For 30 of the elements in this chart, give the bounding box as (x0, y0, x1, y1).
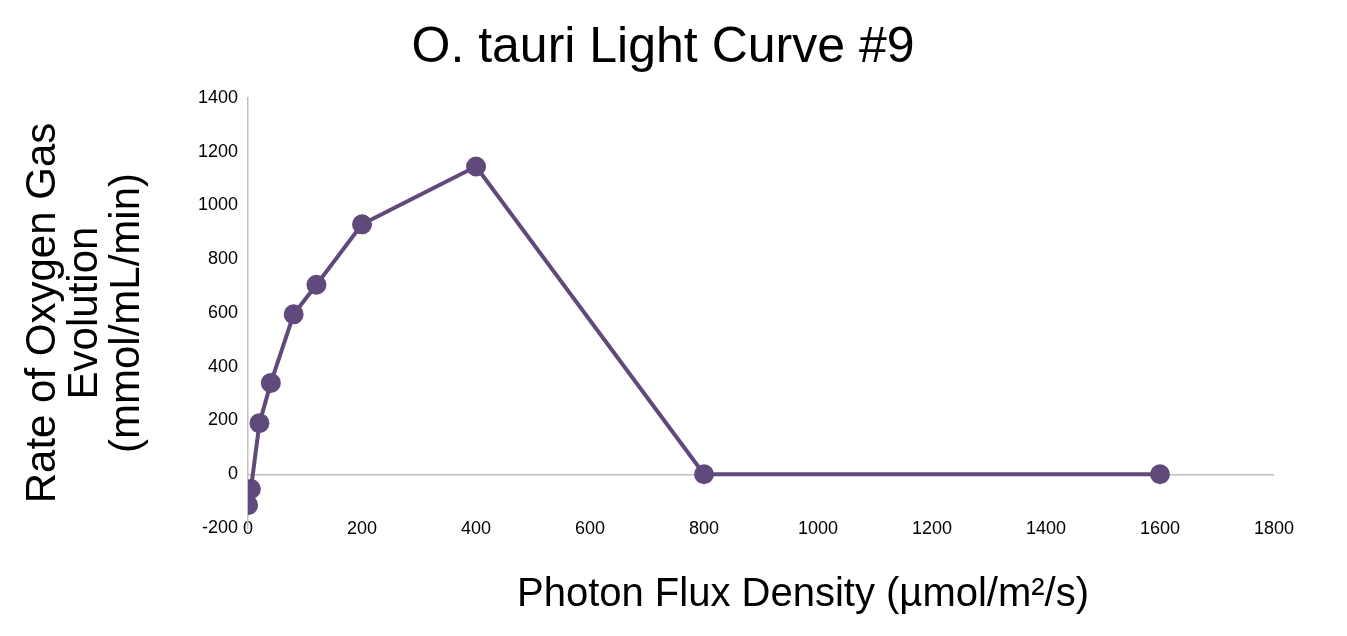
point (466, 156, 487, 177)
y-tick-label: 1400 (198, 86, 239, 107)
point (260, 372, 281, 393)
point (1149, 464, 1170, 485)
x-tick-label: 1600 (1139, 518, 1181, 539)
y-tick-label: 600 (208, 301, 239, 322)
point (694, 464, 715, 485)
chart-title: O. tauri Light Curve #9 (411, 16, 915, 73)
y-tick-label: 200 (208, 409, 239, 430)
y-tick-label: 1000 (198, 194, 239, 215)
x-tick-label: 400 (461, 518, 492, 539)
y-tick-label: -200 (202, 516, 239, 537)
y-tick-label: 1200 (198, 140, 239, 161)
x-tick-label: 0 (243, 518, 254, 539)
x-tick-label: 600 (575, 518, 606, 539)
point (249, 413, 270, 434)
x-tick-label: 1200 (911, 518, 953, 539)
x-tick-label: 1800 (1253, 518, 1294, 539)
y-tick-label: 800 (208, 248, 239, 269)
x-tick-label: 200 (347, 518, 378, 539)
point (352, 214, 373, 235)
y-tick-label: 0 (228, 463, 239, 484)
x-tick-label: 1400 (1025, 518, 1067, 539)
y-tick-label: 400 (208, 355, 239, 376)
x-tick-label: 800 (688, 518, 720, 539)
x-tick-label: 1000 (797, 518, 839, 539)
x-axis-title: Photon Flux Density (µmol/m²/s) (515, 569, 1091, 616)
point (283, 304, 304, 325)
point (306, 274, 327, 295)
y-axis-title: Rate of Oxygen Gas Evolution (mmol/mL/min) (16, 122, 148, 504)
